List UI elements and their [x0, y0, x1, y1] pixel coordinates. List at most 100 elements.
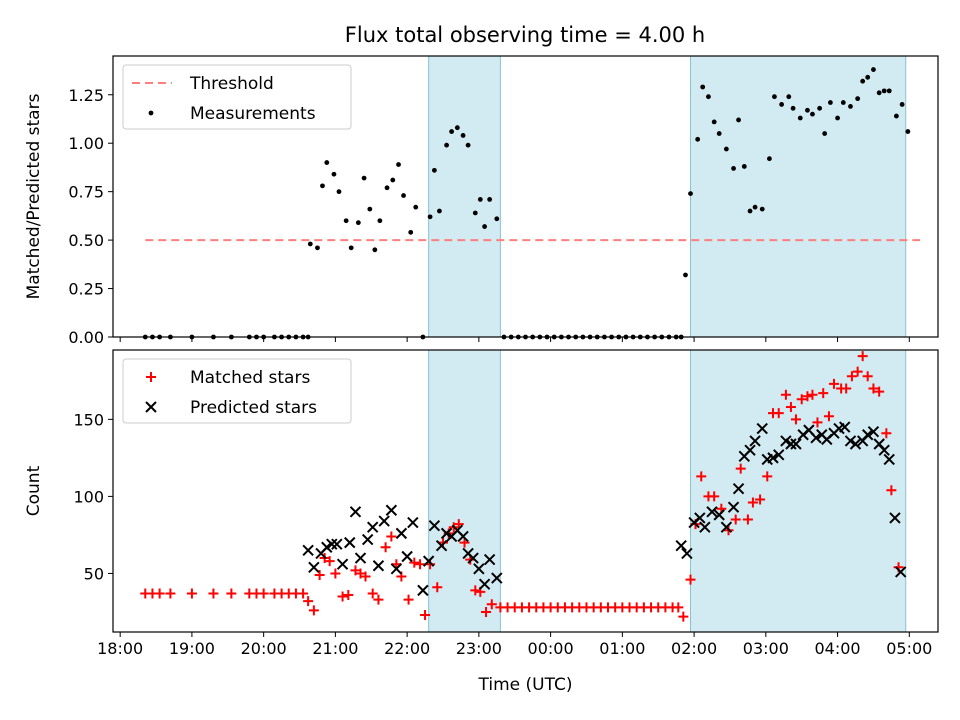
x-tick-label: 18:00	[97, 639, 143, 658]
predicted-stars-marker	[732, 482, 745, 495]
matched-stars-marker	[857, 351, 868, 362]
measurement-point	[431, 167, 437, 173]
legend-label: Predicted stars	[190, 398, 317, 418]
measurement-point	[487, 197, 493, 202]
matched-stars-marker	[747, 497, 758, 508]
matched-stars-marker	[846, 371, 857, 382]
x-tick-label: 21:00	[312, 639, 358, 658]
predicted-stars-marker	[354, 552, 367, 564]
matched-stars-marker	[367, 588, 378, 599]
predicted-stars-marker	[302, 544, 314, 557]
measurement-point	[899, 102, 905, 107]
predicted-stars-marker	[720, 521, 733, 533]
matched-stars-marker	[807, 389, 818, 400]
legend-label: Measurements	[190, 104, 316, 124]
measurement-point	[688, 191, 693, 196]
predicted-stars-marker	[706, 506, 718, 518]
measurement-point	[817, 105, 823, 111]
figure-title: Flux total observing time = 4.00 h	[345, 23, 705, 47]
matched-stars-marker	[755, 494, 766, 505]
predicted-stars-marker	[744, 444, 756, 456]
legend-label: Threshold	[189, 74, 274, 94]
predicted-stars-marker	[401, 550, 413, 563]
matched-stars-marker	[409, 557, 420, 568]
predicted-stars-marker	[372, 560, 385, 572]
measurement-point	[752, 204, 758, 210]
matched-stars-marker	[823, 411, 834, 422]
predicted-stars-marker	[773, 449, 785, 461]
matched-stars-marker	[481, 606, 492, 617]
x-tick-label: 02:00	[671, 639, 717, 658]
measurement-point	[437, 208, 442, 214]
measurement-point	[324, 160, 330, 165]
predicted-stars-marker	[385, 504, 398, 516]
matched-stars-marker	[780, 389, 791, 400]
measurement-point	[716, 131, 722, 136]
predicted-stars-marker	[326, 538, 338, 550]
matched-stars-marker	[841, 383, 852, 394]
measurement-point	[893, 113, 899, 119]
y-tick-label: 0.00	[68, 328, 104, 347]
measurement-point	[401, 193, 406, 198]
matched-stars-marker	[314, 569, 325, 580]
measurement-point	[449, 129, 455, 134]
measurement-point	[810, 111, 815, 117]
predicted-stars-marker	[321, 541, 333, 553]
predicted-stars-marker	[478, 578, 491, 590]
predicted-stars-marker	[780, 435, 792, 447]
matched-stars-marker	[386, 531, 397, 542]
x-axis-label: Time (UTC)	[478, 675, 573, 695]
matched-stars-marker	[673, 602, 684, 613]
matched-stars-marker	[709, 491, 720, 502]
measurement-point	[797, 115, 803, 121]
measurement-point	[827, 100, 833, 105]
y-tick-label: 0.25	[68, 280, 104, 299]
predicted-stars-marker	[675, 539, 687, 552]
matched-stars-marker	[226, 588, 237, 599]
measurement-point	[367, 206, 373, 212]
matched-stars-marker	[881, 428, 892, 439]
y-tick-label: 1.25	[68, 86, 104, 105]
predicted-stars-marker	[483, 553, 496, 566]
x-tick-label: 01:00	[599, 639, 645, 658]
measurement-point	[905, 129, 911, 134]
matched-stars-marker	[818, 388, 829, 399]
legend-label: Matched stars	[190, 368, 310, 388]
predicted-stars-marker	[756, 422, 768, 435]
axes-frame	[112, 349, 939, 633]
predicted-stars-marker	[361, 533, 374, 546]
predicted-stars-marker	[727, 501, 740, 513]
predicted-stars-marker	[699, 521, 711, 533]
measurement-point	[706, 94, 711, 100]
predicted-stars-marker	[767, 452, 779, 464]
x-tick-label: 20:00	[241, 639, 287, 658]
measurement-point	[731, 166, 736, 171]
predicted-stars-marker	[308, 561, 320, 573]
predicted-stars-marker	[344, 536, 356, 549]
matched-stars-marker	[802, 391, 813, 402]
matched-stars-marker	[742, 514, 753, 525]
predicted-stars-marker	[713, 509, 725, 521]
measurement-point	[472, 210, 478, 216]
measurement-point	[741, 164, 747, 169]
measurement-point	[427, 214, 433, 220]
y-tick-label: 1.00	[68, 134, 104, 153]
matched-stars-marker	[380, 542, 391, 553]
matched-stars-marker	[154, 588, 165, 599]
predicted-stars-marker	[839, 421, 851, 433]
matched-stars-marker	[308, 605, 319, 616]
predicted-stars-marker	[349, 506, 362, 518]
y-tick-label: 0.50	[68, 231, 104, 250]
matched-stars-marker	[350, 565, 361, 576]
predicted-stars-marker	[883, 453, 895, 466]
predicted-stars-marker	[878, 444, 890, 456]
matched-stars-marker	[874, 386, 885, 397]
measurement-point	[396, 162, 401, 167]
predicted-stars-marker	[681, 547, 693, 560]
predicted-stars-marker	[435, 539, 448, 552]
predicted-stars-marker	[473, 563, 485, 575]
predicted-stars-marker	[331, 538, 343, 550]
measurement-point	[315, 245, 320, 251]
measurement-point	[348, 245, 354, 251]
